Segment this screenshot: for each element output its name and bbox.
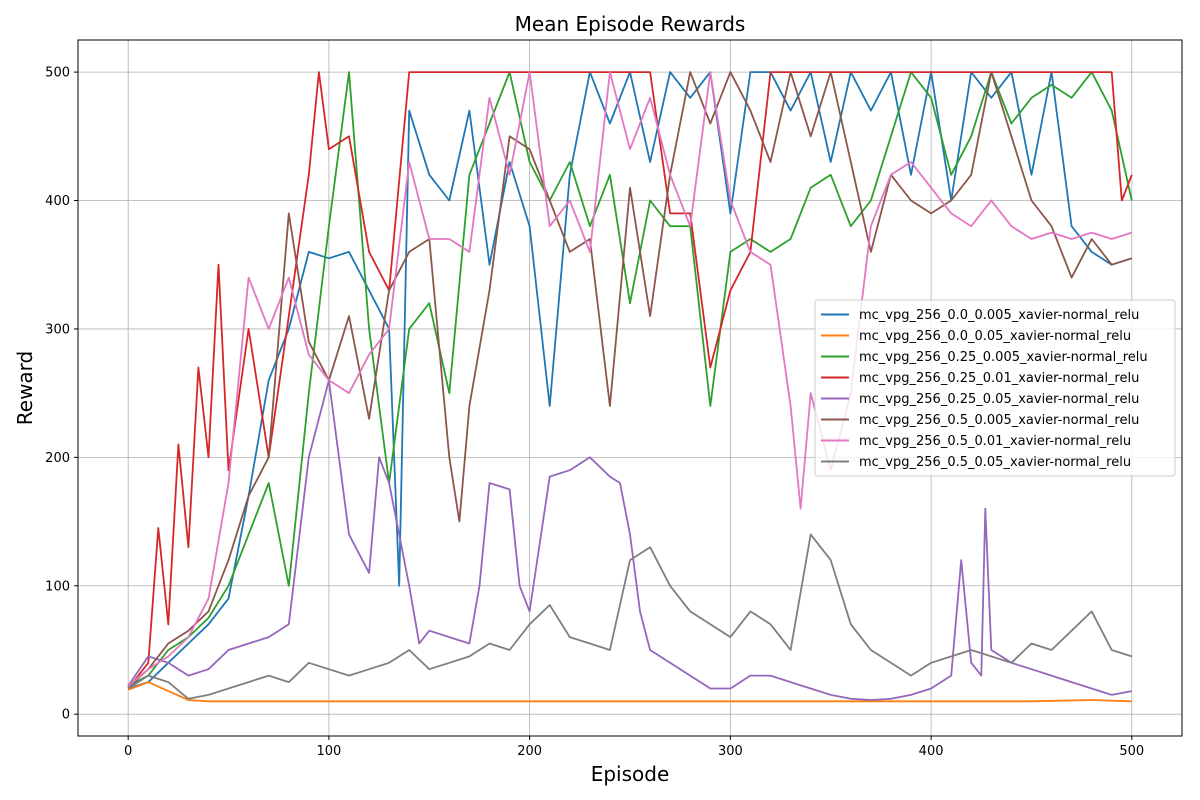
x-axis-ticks: 0 100 200 300 400 500 [124,736,1144,759]
legend: mc_vpg_256_0.0_0.005_xavier-normal_relum… [814,299,1176,477]
series-lines [127,71,1133,703]
series-line-7 [127,71,1133,687]
y-tick-label: 300 [45,322,70,337]
series-line-5 [127,379,1132,701]
y-tick-label: 0 [62,708,70,723]
y-tick-label: 200 [45,451,70,466]
series-line-1 [127,71,1133,690]
legend-entry: mc_vpg_256_0.0_0.05_xavier-normal_relu [859,329,1131,344]
y-tick-label: 500 [45,66,70,81]
y-tick-label: 100 [45,579,70,594]
legend-entry: mc_vpg_256_0.25_0.005_xavier-normal_relu [859,350,1148,365]
legend-box [814,299,1176,477]
x-tick-label: 0 [124,744,132,759]
legend-entry: mc_vpg_256_0.25_0.05_xavier-normal_relu [859,392,1139,407]
y-axis-label: Reward [13,351,37,425]
chart-title: Mean Episode Rewards [515,12,746,36]
x-tick-label: 100 [316,744,341,759]
y-tick-label: 400 [45,194,70,209]
legend-entry: mc_vpg_256_0.25_0.01_xavier-normal_relu [859,371,1139,386]
x-axis-label: Episode [591,762,670,786]
legend-entry: mc_vpg_256_0.5_0.05_xavier-normal_relu [859,455,1131,470]
x-tick-label: 300 [718,744,743,759]
legend-entry: mc_vpg_256_0.0_0.005_xavier-normal_relu [859,308,1139,323]
x-tick-label: 500 [1119,744,1144,759]
legend-entry: mc_vpg_256_0.5_0.01_xavier-normal_relu [859,434,1131,449]
series-line-6 [127,71,1133,688]
x-tick-label: 200 [517,744,542,759]
legend-entry: mc_vpg_256_0.5_0.005_xavier-normal_relu [859,413,1139,428]
plot-frame [77,39,1183,737]
series-line-2 [127,681,1132,703]
series-line-8 [127,533,1133,700]
y-axis-ticks: 0 100 200 300 400 500 [45,66,78,723]
series-line-3 [127,71,1133,687]
x-tick-label: 400 [919,744,944,759]
